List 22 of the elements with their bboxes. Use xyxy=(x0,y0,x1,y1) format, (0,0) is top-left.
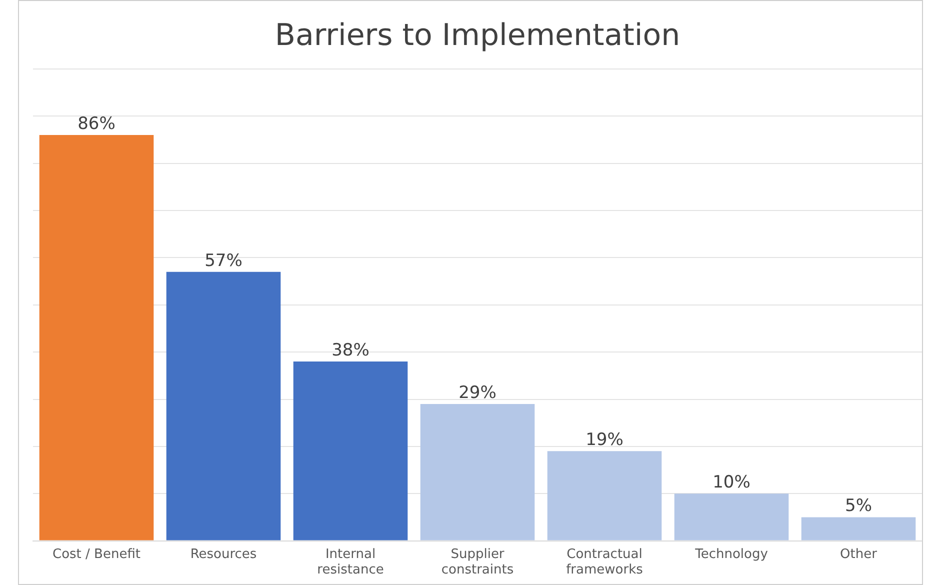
chart-title: Barriers to Implementation xyxy=(274,18,680,53)
x-tick-label: Supplier constraints xyxy=(441,546,514,578)
data-label: 5% xyxy=(845,496,872,516)
x-tick-label: Contractual frameworks xyxy=(566,546,644,578)
bar xyxy=(166,272,281,540)
bar xyxy=(420,404,535,540)
data-label: 38% xyxy=(332,340,370,360)
data-label: 57% xyxy=(204,250,242,271)
data-label: 29% xyxy=(458,382,496,403)
data-label: 19% xyxy=(586,430,624,450)
x-tick-label: Technology xyxy=(694,546,768,562)
data-label: 86% xyxy=(78,114,116,134)
bar xyxy=(801,517,916,540)
bar xyxy=(293,362,408,540)
bar xyxy=(674,494,789,540)
x-tick-label: Cost / Benefit xyxy=(52,546,140,562)
bar xyxy=(547,451,662,540)
x-tick-label: Resources xyxy=(190,546,257,562)
bar xyxy=(39,135,154,540)
x-tick-label: Other xyxy=(840,546,878,562)
data-label: 10% xyxy=(712,472,750,493)
x-tick-label: Internal resistance xyxy=(317,546,384,578)
